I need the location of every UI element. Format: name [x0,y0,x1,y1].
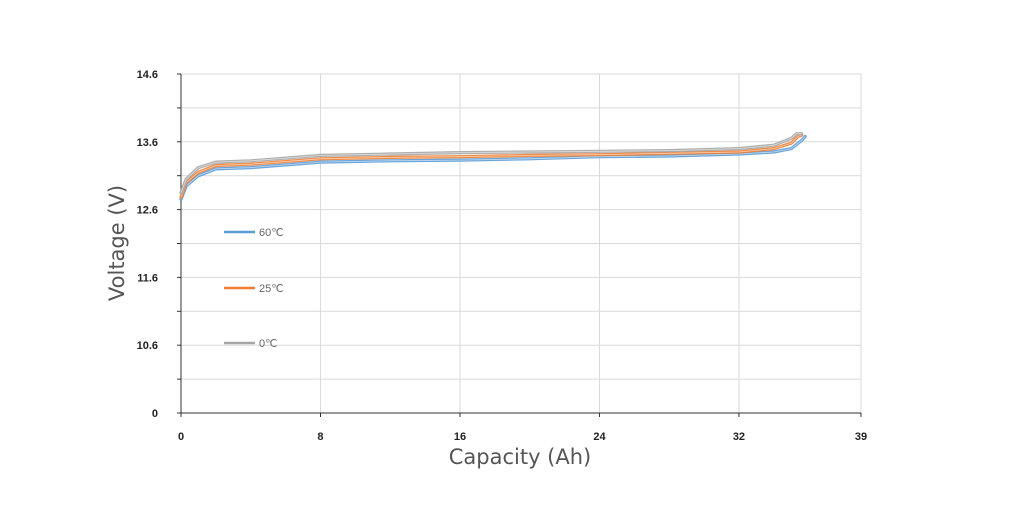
series-line-highlight [180,133,802,193]
x-tick-label: 32 [733,431,745,443]
legend-label: 25℃ [259,283,284,295]
y-tick-label: 12.6 [137,205,158,217]
x-tick-label: 24 [593,431,606,443]
y-tick-label: 0 [152,408,158,420]
axis-layer: 0 10.6 11.6 12.6 13.6 14.6 0 8 16 24 32 39 [137,69,868,443]
y-tick-label: 13.6 [137,137,158,149]
grid-layer [181,73,862,413]
y-axis-title: Voltage (V) [105,185,129,301]
legend: 60℃ 25℃ 0℃ [224,227,284,350]
y-tick-label: 11.6 [137,272,158,284]
x-tick-label: 39 [855,431,867,443]
x-tick-label: 16 [454,431,466,443]
x-axis-title: Capacity (Ah) [449,445,592,469]
x-tick-label: 8 [317,431,323,443]
series-line [179,134,807,201]
series-layer [179,132,807,201]
series-line-highlight [180,136,806,200]
y-tick-label: 14.6 [137,69,158,81]
legend-label: 0℃ [259,338,277,350]
series-line-highlight [180,134,802,198]
y-tick-label: 10.6 [137,340,158,352]
x-tick-label: 0 [178,431,184,443]
legend-label: 60℃ [259,227,284,239]
